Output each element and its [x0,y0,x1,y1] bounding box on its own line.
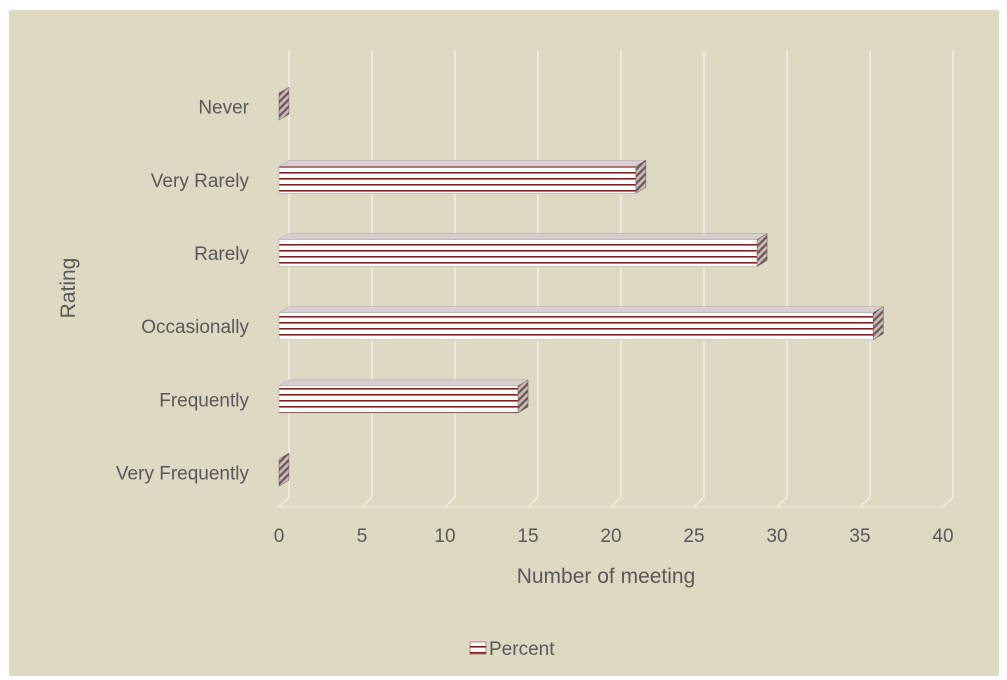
x-tick-label: 25 [683,526,704,547]
x-tick-label: 35 [849,526,870,547]
gridline-floor [859,496,871,508]
x-tick-label: 20 [600,526,621,547]
gridline-floor [693,496,705,508]
bar-top-face [278,233,768,240]
gridline-floor [776,496,788,508]
bar-side-face [278,86,290,121]
bars [278,86,885,487]
bar-side-face [756,233,768,267]
bar-front-face [278,312,874,341]
category-label: Occasionally [141,317,249,338]
gridline-floor [942,496,954,508]
bar [278,379,529,414]
legend-entry-percent: Percent [489,639,555,660]
bar [278,306,885,341]
category-labels: Never Very Rarely Rarely Occasionally Freque… [116,98,250,485]
category-label: Rarely [194,244,249,265]
bar-top-face [278,160,647,167]
x-tick-label: 5 [357,526,368,547]
gridline-floor [361,496,373,508]
bar-front-face [278,166,637,194]
x-tick-label: 15 [517,526,538,547]
legend: Percent [469,639,555,660]
bar-front-face [278,385,519,414]
bar-side-face [517,379,529,414]
chart-area: Never Very Rarely Rarely Occasionally Freque… [9,10,999,676]
category-label: Very Rarely [151,171,250,192]
chart-svg: Never Very Rarely Rarely Occasionally Freque… [57,50,954,660]
x-tick-labels: 0 5 10 15 20 25 30 35 40 [274,526,954,547]
bar [278,159,647,194]
y-axis-title: Rating [57,258,80,319]
bar [278,86,290,121]
x-tick-label: 30 [766,526,787,547]
bar [278,452,290,487]
bar-side-face [635,159,647,194]
gridline-floor [610,496,622,508]
gridline-floor [278,496,290,508]
x-tick-label: 0 [274,526,285,547]
x-axis-title: Number of meeting [517,565,696,588]
bar-side-face [278,452,290,487]
bar-top-face [278,306,885,313]
gridlines [278,50,954,508]
legend-swatch [469,641,487,655]
gridline-floor [527,496,539,508]
bar-front-face [278,239,758,267]
bar [278,233,768,267]
gridline-floor [444,496,456,508]
x-tick-label: 40 [932,526,953,547]
category-label: Very Frequently [116,464,250,485]
category-label: Frequently [159,390,249,411]
bar-side-face [873,306,884,341]
category-label: Never [198,98,249,119]
x-tick-label: 10 [434,526,455,547]
bar-top-face [278,379,529,387]
